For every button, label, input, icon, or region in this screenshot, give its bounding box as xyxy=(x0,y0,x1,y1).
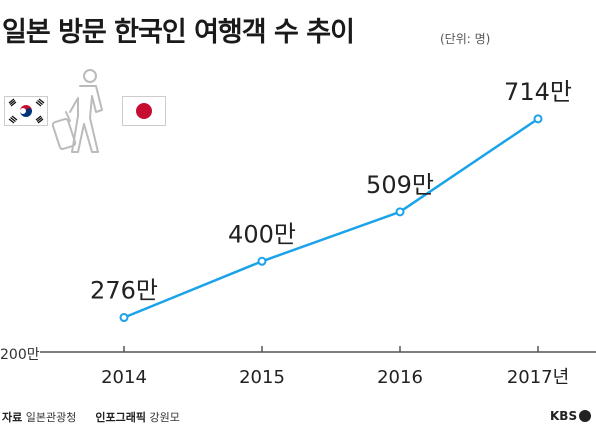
footer-credits: 자료 일본관광청 인포그래픽 강원모 xyxy=(2,409,180,425)
logo-mark-icon xyxy=(579,410,592,422)
data-label: 400만 xyxy=(228,220,296,248)
kbs-logo: KBS xyxy=(550,409,592,423)
y-baseline-label: 200만 xyxy=(0,347,40,363)
korea-flag-icon xyxy=(4,96,48,126)
graphic-value: 강원모 xyxy=(149,411,180,424)
data-label: 276만 xyxy=(90,277,158,305)
traveler-with-luggage-icon xyxy=(51,69,103,153)
japan-flag-icon xyxy=(122,96,166,126)
data-point xyxy=(257,256,267,266)
x-tick-label: 2015 xyxy=(239,367,285,388)
logo-text: KBS xyxy=(550,409,578,423)
data-label: 509만 xyxy=(366,171,434,199)
x-tick-label: 2016 xyxy=(377,367,423,388)
data-label: 714만 xyxy=(504,78,572,106)
unit-label: (단위: 명) xyxy=(440,32,491,46)
data-point xyxy=(119,313,129,323)
chart-title: 일본 방문 한국인 여행객 수 추이 xyxy=(2,17,355,48)
data-point xyxy=(395,207,405,217)
x-tick-label: 2017년 xyxy=(507,367,569,388)
data-point xyxy=(533,114,543,124)
source-value: 일본관광청 xyxy=(25,411,77,424)
x-tick-label: 2014 xyxy=(101,367,147,388)
graphic-label: 인포그래픽 xyxy=(95,411,146,424)
series-line xyxy=(123,117,539,319)
source-label: 자료 xyxy=(2,411,23,424)
